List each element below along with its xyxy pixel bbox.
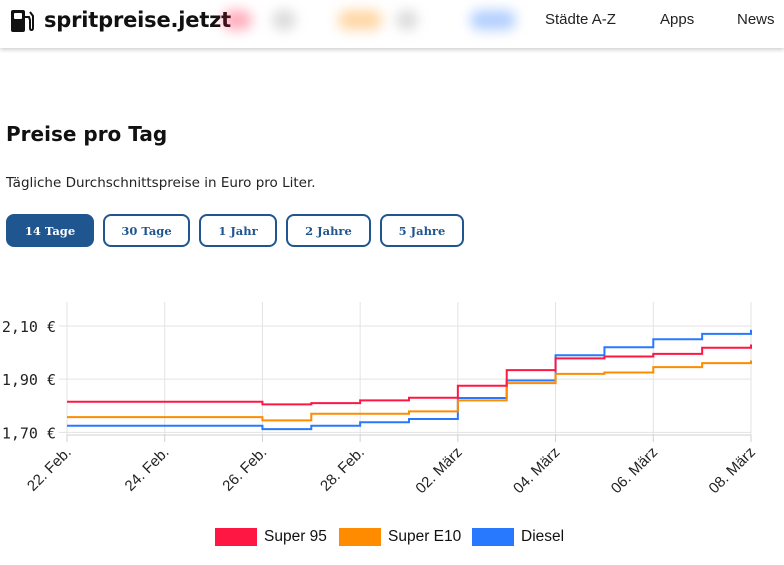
x-tick-label: 06. März [608, 444, 661, 497]
x-tick-label: 24. Feb. [122, 444, 173, 495]
period-button-1-jahr[interactable]: 1 Jahr [199, 214, 277, 247]
blurred-header-element [470, 10, 516, 30]
blurred-header-element [272, 10, 296, 30]
y-tick-label: 1,70 € [2, 424, 56, 442]
nav-link-news[interactable]: News [737, 11, 775, 28]
period-button-14-tage[interactable]: 14 Tage [6, 214, 94, 247]
period-button-2-jahre[interactable]: 2 Jahre [286, 214, 371, 247]
x-tick-label: 28. Feb. [317, 444, 368, 495]
brand-title[interactable]: spritpreise.jetzt [44, 8, 232, 32]
fuel-pump-icon[interactable] [10, 8, 34, 34]
page-title: Preise pro Tag [6, 122, 168, 146]
period-button-30-tage[interactable]: 30 Tage [103, 214, 190, 247]
legend-label-super-e10: Super E10 [388, 528, 462, 545]
legend-item-super-e10[interactable]: Super E10 [339, 528, 461, 546]
price-chart: 1,70 € 1,90 € 2,10 € 22. Feb. 24. Feb. 26. Fe… [2, 302, 759, 497]
legend-item-diesel[interactable]: Diesel [472, 528, 564, 546]
y-tick-label: 1,90 € [2, 371, 56, 389]
blurred-header-element [222, 10, 252, 30]
legend-item-super95[interactable]: Super 95 [215, 528, 327, 546]
blurred-header-element [396, 10, 418, 30]
top-navbar: spritpreise.jetzt Städte A-Z Apps News [0, 0, 784, 48]
blurred-header-element [338, 10, 382, 30]
page-subtitle: Tägliche Durchschnittspreise in Euro pro… [6, 175, 316, 191]
x-tick-label: 02. März [412, 444, 465, 497]
y-tick-label: 2,10 € [2, 318, 56, 336]
x-tick-label: 08. März [706, 444, 759, 497]
nav-link-staedte[interactable]: Städte A-Z [545, 11, 616, 28]
nav-link-apps[interactable]: Apps [660, 11, 695, 28]
series-line-super-95 [67, 344, 752, 406]
series-line-super-e10 [67, 360, 752, 422]
legend-swatch-super-e10 [339, 528, 381, 546]
x-tick-label: 26. Feb. [219, 444, 270, 495]
legend-swatch-diesel [472, 528, 514, 546]
x-tick-label: 04. März [510, 444, 563, 497]
legend-label-diesel: Diesel [521, 528, 565, 545]
x-tick-label: 22. Feb. [24, 444, 75, 495]
legend-swatch-super95 [215, 528, 257, 546]
legend-label-super95: Super 95 [264, 528, 327, 545]
period-button-5-jahre[interactable]: 5 Jahre [380, 214, 464, 247]
